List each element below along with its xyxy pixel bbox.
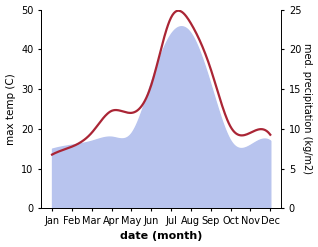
X-axis label: date (month): date (month)	[120, 231, 202, 242]
Y-axis label: max temp (C): max temp (C)	[5, 73, 16, 145]
Y-axis label: med. precipitation (kg/m2): med. precipitation (kg/m2)	[302, 43, 313, 174]
